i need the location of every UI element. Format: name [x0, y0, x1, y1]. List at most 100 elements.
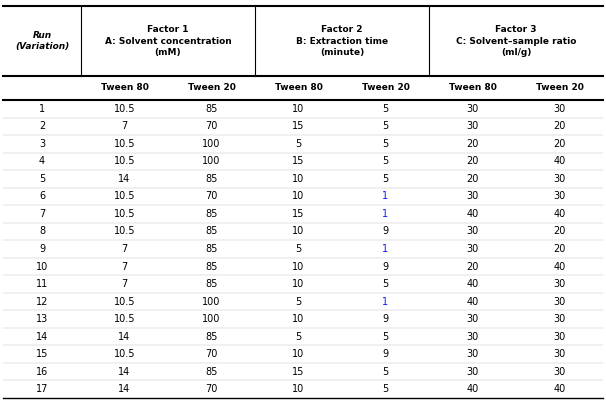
Text: 7: 7 [121, 262, 128, 272]
Text: 30: 30 [553, 279, 565, 289]
Text: 85: 85 [205, 209, 218, 219]
Text: Tween 20: Tween 20 [362, 84, 410, 92]
Text: 14: 14 [118, 332, 131, 342]
Text: 10: 10 [292, 174, 305, 184]
Text: 10.5: 10.5 [114, 349, 135, 359]
Text: Tween 20: Tween 20 [188, 84, 236, 92]
Text: 10.5: 10.5 [114, 104, 135, 114]
Text: 15: 15 [292, 209, 305, 219]
Text: 15: 15 [292, 156, 305, 166]
Text: 40: 40 [467, 296, 479, 306]
Text: 30: 30 [467, 121, 479, 131]
Text: 85: 85 [205, 244, 218, 254]
Text: 20: 20 [553, 226, 565, 236]
Text: 30: 30 [553, 192, 565, 202]
Text: 5: 5 [382, 104, 388, 114]
Text: 11: 11 [36, 279, 48, 289]
Text: Factor 2
B: Extraction time
(minute): Factor 2 B: Extraction time (minute) [296, 25, 388, 57]
Text: 9: 9 [382, 314, 388, 324]
Text: 5: 5 [382, 156, 388, 166]
Text: 5: 5 [382, 174, 388, 184]
Text: 10: 10 [292, 384, 305, 394]
Text: 20: 20 [466, 139, 479, 149]
Text: 8: 8 [39, 226, 45, 236]
Text: 10: 10 [292, 349, 305, 359]
Text: 9: 9 [382, 349, 388, 359]
Text: 14: 14 [118, 367, 131, 377]
Text: 1: 1 [382, 244, 388, 254]
Text: 1: 1 [382, 192, 388, 202]
Text: 7: 7 [121, 279, 128, 289]
Text: 15: 15 [292, 367, 305, 377]
Text: 10: 10 [292, 192, 305, 202]
Text: 20: 20 [466, 174, 479, 184]
Text: Tween 80: Tween 80 [101, 84, 148, 92]
Text: 30: 30 [467, 244, 479, 254]
Text: 30: 30 [553, 367, 565, 377]
Text: Factor 1
A: Solvent concentration
(mM): Factor 1 A: Solvent concentration (mM) [105, 25, 231, 57]
Text: 5: 5 [382, 121, 388, 131]
Text: 70: 70 [205, 192, 218, 202]
Text: 15: 15 [292, 121, 305, 131]
Text: 10.5: 10.5 [114, 296, 135, 306]
Text: Tween 80: Tween 80 [448, 84, 496, 92]
Text: 85: 85 [205, 279, 218, 289]
Text: 40: 40 [467, 209, 479, 219]
Text: 100: 100 [202, 314, 221, 324]
Text: 30: 30 [553, 349, 565, 359]
Text: 10: 10 [292, 279, 305, 289]
Text: 10: 10 [292, 226, 305, 236]
Text: 9: 9 [382, 262, 388, 272]
Text: 100: 100 [202, 156, 221, 166]
Text: 85: 85 [205, 226, 218, 236]
Text: 17: 17 [36, 384, 48, 394]
Text: 40: 40 [467, 384, 479, 394]
Text: 85: 85 [205, 367, 218, 377]
Text: 10.5: 10.5 [114, 156, 135, 166]
Text: 30: 30 [467, 367, 479, 377]
Text: 20: 20 [466, 262, 479, 272]
Text: 30: 30 [467, 104, 479, 114]
Text: 30: 30 [467, 332, 479, 342]
Text: 20: 20 [553, 139, 565, 149]
Text: 40: 40 [553, 384, 565, 394]
Text: 1: 1 [39, 104, 45, 114]
Text: 14: 14 [118, 174, 131, 184]
Text: 20: 20 [466, 156, 479, 166]
Text: 5: 5 [382, 332, 388, 342]
Text: 85: 85 [205, 174, 218, 184]
Text: 30: 30 [553, 332, 565, 342]
Text: 10: 10 [36, 262, 48, 272]
Text: 20: 20 [553, 121, 565, 131]
Text: 40: 40 [553, 156, 565, 166]
Text: 5: 5 [382, 139, 388, 149]
Text: 5: 5 [382, 367, 388, 377]
Text: 10: 10 [292, 314, 305, 324]
Text: 9: 9 [39, 244, 45, 254]
Text: 5: 5 [295, 244, 302, 254]
Text: 1: 1 [382, 209, 388, 219]
Text: 9: 9 [382, 226, 388, 236]
Text: 10: 10 [292, 262, 305, 272]
Text: Tween 80: Tween 80 [275, 84, 322, 92]
Text: 7: 7 [121, 121, 128, 131]
Text: 14: 14 [36, 332, 48, 342]
Text: 70: 70 [205, 349, 218, 359]
Text: 13: 13 [36, 314, 48, 324]
Text: 5: 5 [382, 279, 388, 289]
Text: 30: 30 [553, 104, 565, 114]
Text: 70: 70 [205, 121, 218, 131]
Text: 20: 20 [553, 244, 565, 254]
Text: Run
(Variation): Run (Variation) [15, 31, 69, 51]
Text: 30: 30 [467, 314, 479, 324]
Text: 40: 40 [467, 279, 479, 289]
Text: 10.5: 10.5 [114, 209, 135, 219]
Text: 10.5: 10.5 [114, 226, 135, 236]
Text: 30: 30 [553, 296, 565, 306]
Text: 16: 16 [36, 367, 48, 377]
Text: 1: 1 [382, 296, 388, 306]
Text: 100: 100 [202, 139, 221, 149]
Text: 40: 40 [553, 262, 565, 272]
Text: 30: 30 [467, 226, 479, 236]
Text: 30: 30 [467, 349, 479, 359]
